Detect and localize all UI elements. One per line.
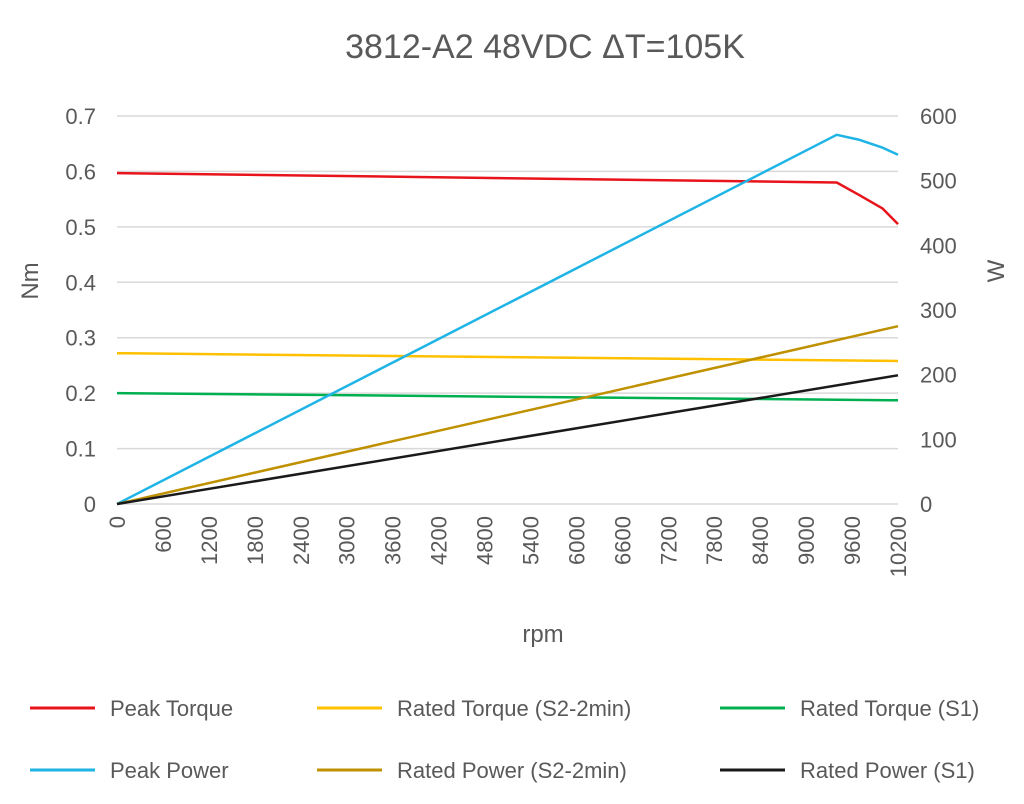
x-tick-label: 3600: [381, 516, 406, 565]
x-tick-label: 5400: [518, 516, 543, 565]
x-tick-label: 9600: [840, 516, 865, 565]
y-tick-label: 0.2: [65, 381, 96, 406]
left-axis-ticks: 0 0.1 0.2 0.3 0.4 0.5 0.6 0.7: [65, 104, 96, 517]
series-line: [116, 171, 899, 225]
x-tick-label: 1800: [243, 516, 268, 565]
series-line: [116, 324, 899, 506]
legend-label: Rated Power (S1): [800, 758, 975, 783]
x-tick-label: 7200: [656, 516, 681, 565]
series-line: [116, 133, 899, 506]
x-tick-label: 9000: [794, 516, 819, 565]
y-tick-label: 0.3: [65, 326, 96, 351]
y-tick-label: 0.6: [65, 159, 96, 184]
y-axis-title: Nm: [17, 262, 44, 299]
y2-tick-label: 100: [920, 427, 957, 452]
y2-tick-label: 0: [920, 492, 932, 517]
x-tick-label: 8400: [748, 516, 773, 565]
y2-tick-label: 600: [920, 104, 957, 129]
x-axis-title: rpm: [522, 621, 563, 648]
y2-tick-label: 300: [920, 298, 957, 323]
x-tick-label: 600: [151, 516, 176, 553]
x-axis-ticks: 0 600 1200 1800 2400 3000 3600 4200 4800 5400 6000…: [105, 516, 911, 577]
y2-tick-label: 200: [920, 363, 957, 388]
y2-tick-label: 500: [920, 169, 957, 194]
x-tick-label: 6600: [610, 516, 635, 565]
x-tick-label: 2400: [289, 516, 314, 565]
x-tick-label: 3000: [335, 516, 360, 565]
y-tick-label: 0.5: [65, 215, 96, 240]
series-lines: [116, 133, 899, 506]
y-tick-label: 0.1: [65, 437, 96, 462]
x-tick-label: 0: [105, 516, 130, 528]
y-tick-label: 0.7: [65, 104, 96, 129]
y-tick-label: 0: [84, 492, 96, 517]
x-tick-label: 4200: [427, 516, 452, 565]
y2-tick-label: 400: [920, 233, 957, 258]
right-axis-ticks: 0 100 200 300 400 500 600: [920, 104, 957, 517]
legend-label: Rated Torque (S2-2min): [397, 696, 631, 721]
x-tick-label: 10200: [886, 516, 911, 577]
legend-label: Rated Torque (S1): [800, 696, 979, 721]
y2-axis-title: W: [983, 259, 1010, 282]
series-line: [116, 391, 899, 402]
y-tick-label: 0.4: [65, 270, 96, 295]
x-tick-label: 4800: [473, 516, 498, 565]
chart-title: 3812-A2 48VDC ΔT=105K: [345, 28, 745, 66]
series-line: [116, 351, 899, 363]
x-tick-label: 6000: [564, 516, 589, 565]
x-tick-label: 1200: [197, 516, 222, 565]
legend: Peak Torque Rated Torque (S2-2min) Rated T…: [30, 696, 979, 783]
series-line: [116, 374, 899, 506]
x-tick-label: 7800: [702, 516, 727, 565]
legend-label: Peak Power: [110, 758, 229, 783]
legend-label: Peak Torque: [110, 696, 233, 721]
legend-label: Rated Power (S2-2min): [397, 758, 627, 783]
